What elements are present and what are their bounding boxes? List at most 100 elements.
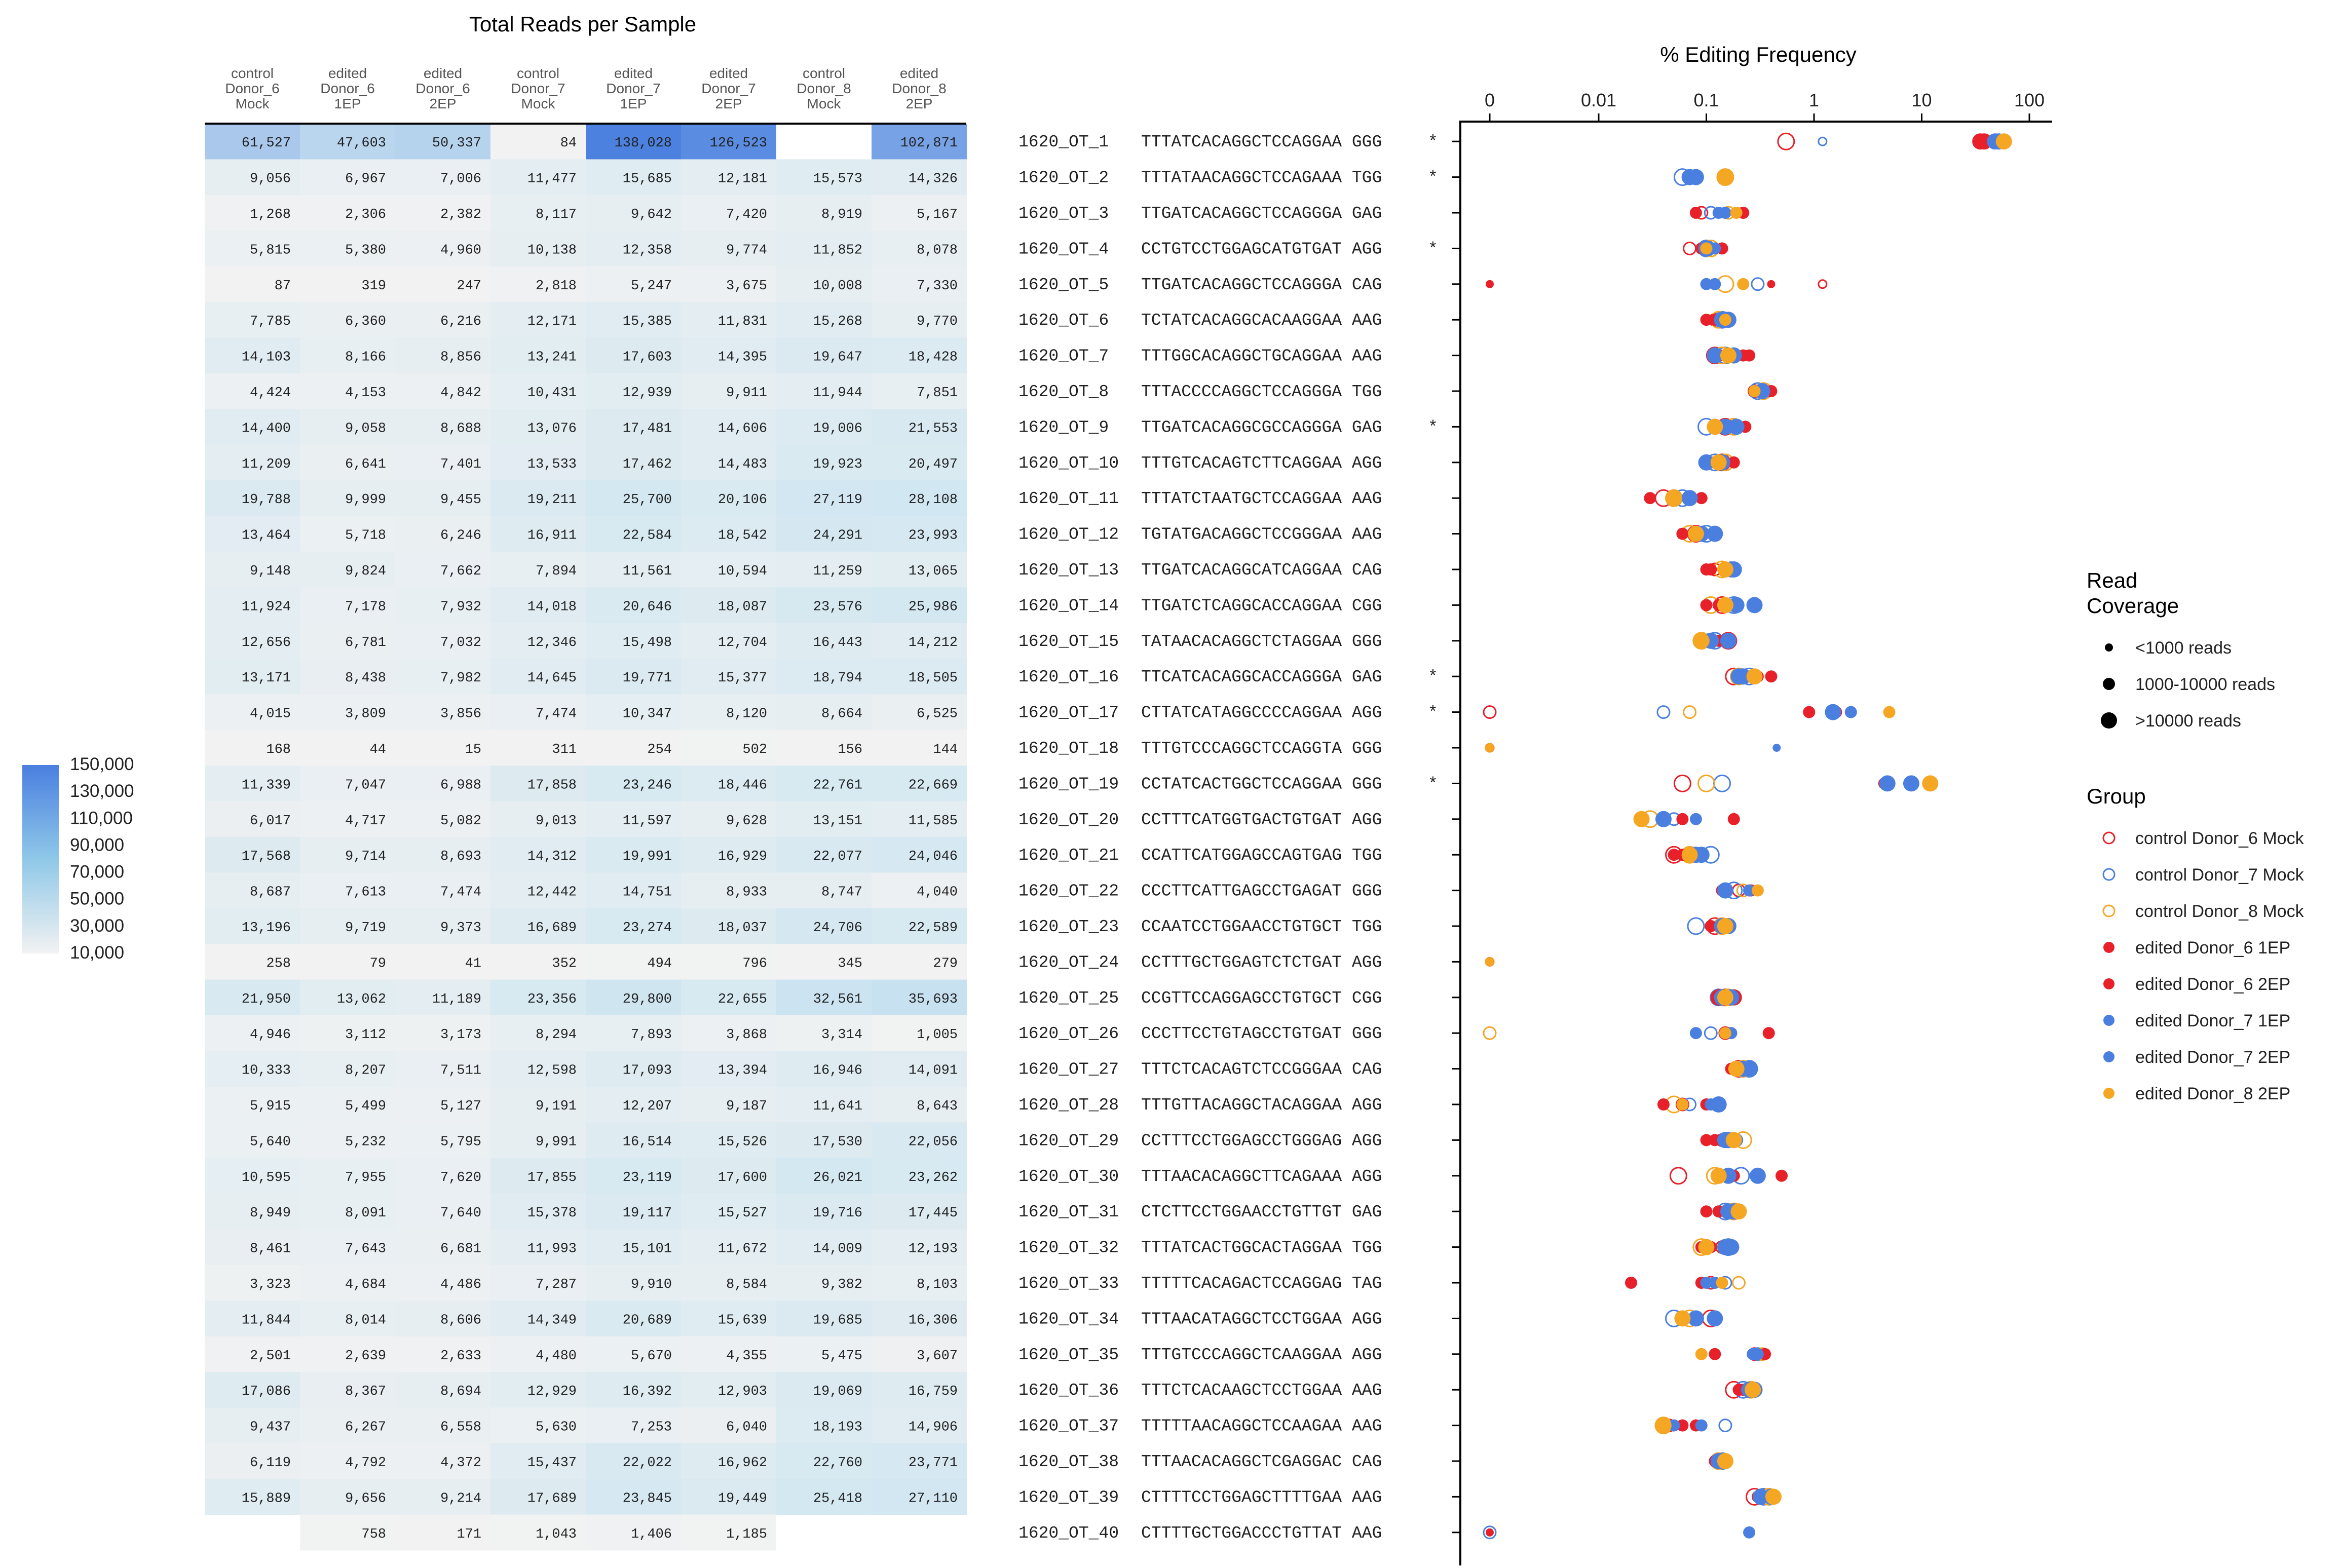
data-point [1681, 490, 1698, 507]
heatmap-cell [681, 231, 776, 267]
heatmap-cell [681, 1015, 776, 1051]
heatmap-cell [490, 1122, 586, 1159]
site-sequence: TTGATCACAGGCATCAGGAA CAG [1141, 561, 1382, 580]
heatmap-cell-value: 4,040 [917, 885, 958, 900]
heatmap-cell-value: 5,380 [345, 243, 386, 258]
group-legend-marker [2103, 1051, 2115, 1062]
heatmap-cell [776, 266, 872, 302]
heatmap-cell-value: 1,043 [536, 1527, 577, 1542]
heatmap-cell [205, 1194, 300, 1230]
data-point [1707, 525, 1723, 542]
heatmap-cell [586, 1336, 681, 1372]
data-point [1668, 849, 1680, 861]
heatmap-cell [205, 1443, 300, 1479]
data-point [1707, 1310, 1723, 1327]
heatmap-cell-value: 7,662 [440, 564, 481, 579]
legend: Read Coverage <1000 reads 1000-10000 read… [2087, 568, 2305, 1103]
heatmap-cell [490, 124, 586, 160]
heatmap-cell-value: 17,568 [242, 849, 291, 864]
heatmap-cell [776, 337, 872, 374]
heatmap-cell [776, 1265, 872, 1301]
heatmap-cell-value: 4,792 [345, 1456, 386, 1471]
heatmap-cell-value: 126,523 [710, 136, 767, 151]
heatmap-cell [872, 944, 967, 980]
heatmap-cell [586, 516, 681, 552]
group-legend-marker [2102, 868, 2116, 881]
colorbar-label: 30,000 [70, 916, 124, 936]
heatmap-cell-value: 9,437 [250, 1420, 291, 1435]
site-name: 1620_OT_1 [1018, 133, 1109, 151]
column-header-line: control [803, 65, 845, 81]
column-header-line: Donor_7 [606, 81, 660, 96]
heatmap-cell [681, 1514, 776, 1551]
heatmap-cell [776, 1122, 872, 1159]
heatmap-cell-value: 15,889 [242, 1491, 291, 1506]
heatmap-cell [872, 266, 967, 302]
data-point [1656, 705, 1671, 719]
heatmap-cell-value: 13,241 [527, 350, 577, 365]
heatmap-cell-value: 5,630 [536, 1420, 577, 1435]
heatmap-cell [586, 872, 681, 909]
heatmap-cell [586, 266, 681, 302]
heatmap-cell-value: 61,527 [242, 136, 291, 151]
data-point [1717, 561, 1733, 578]
site-name: 1620_OT_22 [1018, 882, 1119, 901]
data-point [1700, 1205, 1713, 1218]
heatmap-cell [681, 409, 776, 445]
colorbar-label: 110,000 [70, 808, 133, 828]
heatmap-cell-value: 13,464 [242, 528, 291, 544]
heatmap-cell [395, 730, 490, 766]
heatmap-cell [205, 516, 300, 552]
heatmap-cell [395, 766, 490, 802]
heatmap-cell-value: 11,209 [242, 457, 291, 472]
heatmap-cell [586, 480, 681, 516]
heatmap-cell-value: 4,015 [250, 707, 291, 722]
heatmap-cell [490, 979, 586, 1016]
group-legend-label: edited Donor_7 1EP [2135, 1011, 2290, 1030]
data-point [1730, 668, 1747, 685]
data-point [1700, 599, 1713, 611]
site-sequence: CCTGTCCTGGAGCATGTGAT AGG [1141, 240, 1382, 258]
heatmap-cell-value: 19,788 [242, 492, 291, 508]
heatmap-cell-value: 9,628 [726, 814, 767, 829]
heatmap-cell [490, 730, 586, 766]
heatmap-cell-value: 18,542 [718, 528, 767, 544]
heatmap-cell [872, 231, 967, 267]
heatmap-cell-value: 11,924 [242, 599, 291, 615]
heatmap-cell-value: 22,760 [813, 1456, 862, 1471]
heatmap-cell [586, 908, 681, 944]
heatmap-cell [490, 1265, 586, 1301]
heatmap-cell-value: 14,395 [718, 350, 767, 365]
heatmap-cell [586, 1229, 681, 1266]
group-legend-label: edited Donor_8 2EP [2135, 1084, 2290, 1103]
heatmap-cell [300, 1265, 395, 1301]
site-sequence: CTTTTGCTGGACCCTGTTAT AAG [1141, 1524, 1382, 1543]
heatmap-cell-value: 8,103 [917, 1277, 958, 1292]
site-sequence: CCTTTCCTGGAGCCTGGGAG AGG [1141, 1131, 1382, 1150]
heatmap-cell-value: 8,919 [821, 207, 862, 222]
heatmap-cell [681, 159, 776, 196]
site-name: 1620_OT_6 [1018, 311, 1109, 330]
heatmap-cell-value: 13,151 [813, 814, 862, 829]
heatmap-cell [776, 908, 872, 944]
data-point [1693, 632, 1710, 649]
heatmap-cell-value: 247 [457, 279, 481, 294]
heatmap-cell-value: 7,851 [917, 386, 958, 401]
heatmap-cell [205, 659, 300, 695]
heatmap-cell-value: 17,603 [623, 350, 672, 365]
heatmap-cell-value: 18,446 [718, 778, 767, 793]
heatmap-cell-value: 8,747 [821, 885, 862, 900]
heatmap-cell [490, 302, 586, 338]
heatmap-cells: 61,527 47,603 50,337 84 138,028 126,523 102,87… [205, 124, 967, 1551]
site-star: * [1428, 668, 1438, 686]
heatmap-cell [205, 266, 300, 302]
heatmap-cell [490, 1158, 586, 1194]
heatmap-cell [681, 1194, 776, 1230]
heatmap-cell-value: 12,207 [623, 1099, 672, 1114]
heatmap-cell-value: 7,955 [345, 1170, 386, 1185]
heatmap-cell [586, 1443, 681, 1479]
group-legend-marker [2102, 831, 2116, 845]
heatmap-cell [395, 195, 490, 231]
heatmap-cell [872, 837, 967, 873]
heatmap-cell [872, 587, 967, 624]
